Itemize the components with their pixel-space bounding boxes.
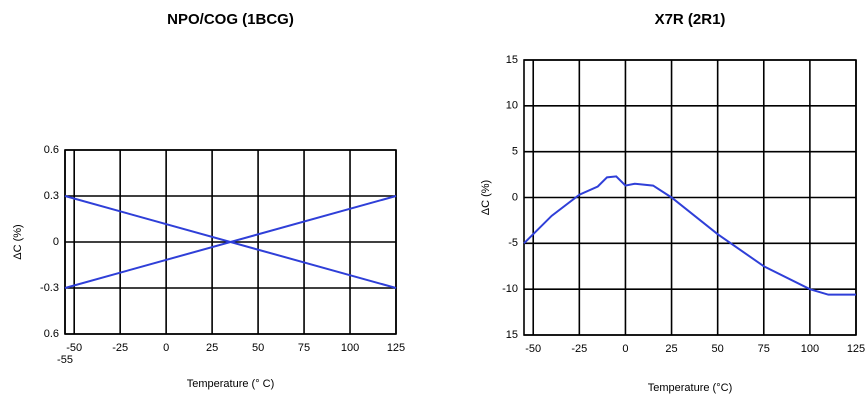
x-tick-label: 100 (801, 343, 819, 355)
y-tick-label: 10 (506, 100, 518, 112)
chart-title: NPO/COG (1BCG) (167, 11, 294, 28)
x-axis-label: Temperature (°C) (648, 382, 732, 394)
y-tick-label: -0.3 (40, 282, 59, 294)
x-tick-label: 100 (341, 342, 359, 354)
x-tick-label: 25 (665, 343, 677, 355)
x-tick-label: 50 (252, 342, 264, 354)
y-tick-label: 0.6 (44, 328, 59, 340)
x-tick-label: -25 (112, 342, 128, 354)
x-tick-label: 125 (847, 343, 865, 355)
x-tick-label: 0 (163, 342, 169, 354)
x-tick-label: -50 (66, 342, 82, 354)
x-tick-label: 25 (206, 342, 218, 354)
x-axis-label: Temperature (° C) (187, 378, 275, 390)
x-tick-label: -55 (57, 354, 73, 366)
x-tick-label: 125 (387, 342, 405, 354)
y-tick-label: 5 (512, 146, 518, 158)
y-axis-label: ΔC (%) (12, 224, 24, 259)
y-tick-label: -5 (508, 237, 518, 249)
y-tick-label: -10 (502, 283, 518, 295)
data-line (64, 195, 397, 289)
y-tick-label: 0 (53, 236, 59, 248)
x-tick-label: -25 (571, 343, 587, 355)
y-tick-label: 0 (512, 191, 518, 203)
y-tick-label: 15 (506, 54, 518, 66)
x-tick-label: -50 (525, 343, 541, 355)
y-tick-label: 0.6 (44, 144, 59, 156)
x-tick-label: 50 (712, 343, 724, 355)
chart-title: X7R (2R1) (655, 11, 726, 28)
data-line (523, 175, 856, 296)
x-tick-label: 0 (622, 343, 628, 355)
y-tick-label: 15 (506, 329, 518, 341)
x-tick-label: 75 (298, 342, 310, 354)
y-tick-label: 0.3 (44, 190, 59, 202)
y-axis-label: ΔC (%) (480, 180, 492, 215)
x-tick-label: 75 (758, 343, 770, 355)
